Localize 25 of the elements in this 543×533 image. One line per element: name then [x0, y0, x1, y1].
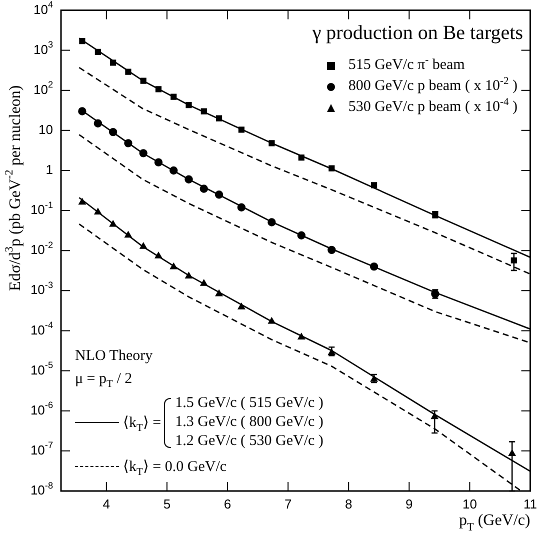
annotation: μ = p$_{T}$ / 2 [75, 371, 132, 390]
point [508, 450, 516, 456]
x-tick-label: 8 [344, 496, 352, 512]
annotation: NLO Theory [75, 348, 153, 365]
point [238, 302, 246, 310]
legend-label: 515 GeV/c π$^{-}$ beam [348, 55, 465, 74]
point [510, 257, 517, 264]
x-tick-label: 11 [524, 496, 537, 512]
x-tick-label: 9 [406, 496, 413, 512]
legend-label: 800 GeV/c p beam ( x 10$^{-2}$ ) [348, 76, 518, 95]
annotation: 1.5 GeV/c ( 515 GeV/c ) [175, 394, 324, 413]
legend-label: 530 GeV/c p beam ( x 10$^{-4}$ ) [348, 97, 518, 116]
annotation: ⟨k$_{T}$⟩ = [123, 414, 162, 434]
x-tick-label: 4 [102, 496, 110, 512]
y-tick-label: 10 [38, 122, 54, 137]
annotation: 1.3 GeV/c ( 800 GeV/c ) [175, 413, 324, 432]
annotation: ⟨k$_{T}$⟩ = 0.0 GeV/c [123, 458, 227, 478]
x-tick-label: 7 [284, 496, 292, 512]
y-tick-label: 1 [46, 162, 54, 178]
x-tick-label: 10 [462, 496, 477, 512]
x-tick-label: 6 [224, 496, 232, 512]
x-tick-label: 5 [163, 496, 171, 512]
y-axis-title: Edσ/d3p (pb GeV-2 per nucleon) [4, 85, 24, 291]
legend-title: γ production on Be targets [312, 22, 523, 45]
annotation: 1.2 GeV/c ( 530 GeV/c ) [175, 432, 324, 451]
